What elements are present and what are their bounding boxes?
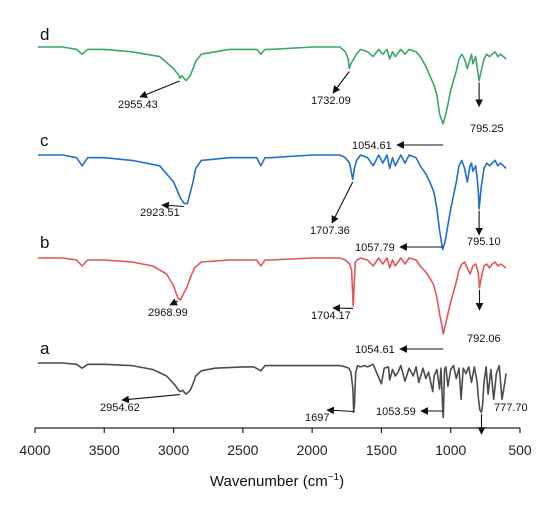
series-label-c: c bbox=[40, 131, 49, 150]
spectrum-d bbox=[37, 46, 507, 125]
annotation-arrow-a-0 bbox=[121, 394, 180, 404]
annotation-label-a-0: 2954.62 bbox=[100, 402, 140, 414]
spectrum-a bbox=[37, 362, 507, 419]
annotation-arrow-c-8 bbox=[161, 201, 185, 210]
annotation-label-c-8: 2923.51 bbox=[140, 207, 180, 219]
x-tick-label-2000: 2000 bbox=[297, 442, 328, 458]
x-axis-title-main: Wavenumber (cm bbox=[210, 473, 328, 490]
annotation-arrows bbox=[121, 71, 486, 435]
spectra-group bbox=[37, 46, 507, 419]
annotation-label-b-5: 1704.17 bbox=[311, 310, 351, 322]
annotation-label-a-3: 777.70 bbox=[494, 402, 528, 414]
spectrum-b bbox=[37, 257, 507, 335]
x-tick-label-500: 500 bbox=[508, 442, 532, 458]
x-tick-label-3000: 3000 bbox=[158, 442, 189, 458]
annotation-label-b-6: 1054.61 bbox=[355, 344, 395, 356]
annotation-label-c-10: 1057.79 bbox=[355, 242, 395, 254]
x-tick-label-3500: 3500 bbox=[89, 442, 120, 458]
annotation-label-b-4: 2968.99 bbox=[148, 307, 188, 319]
x-axis-title-close: ) bbox=[339, 473, 344, 490]
x-axis-title: Wavenumber (cm−1) bbox=[210, 472, 344, 490]
annotation-arrow-d-13 bbox=[332, 71, 350, 94]
x-tick-label-4000: 4000 bbox=[19, 442, 50, 458]
annotation-label-c-11: 795.10 bbox=[467, 236, 501, 248]
annotation-label-d-15: 795.25 bbox=[470, 123, 504, 135]
series-letters: a b c d bbox=[40, 25, 50, 358]
annotation-label-a-2: 1053.59 bbox=[376, 406, 416, 418]
series-label-b: b bbox=[40, 233, 49, 252]
series-label-a: a bbox=[40, 339, 50, 358]
annotation-arrow-a-1 bbox=[326, 406, 355, 415]
annotation-label-b-7: 792.06 bbox=[467, 333, 501, 345]
annotation-labels: 2954.62 1697 1053.59 777.70 2968.99 1704.17 10… bbox=[100, 95, 528, 424]
annotation-label-c-9: 1707.36 bbox=[310, 225, 350, 237]
spectrum-c bbox=[37, 154, 507, 251]
annotation-label-a-1: 1697 bbox=[305, 412, 329, 424]
x-tick-label-2500: 2500 bbox=[227, 442, 258, 458]
series-label-d: d bbox=[40, 25, 49, 44]
x-tick-label-1500: 1500 bbox=[366, 442, 397, 458]
annotation-arrow-d-12 bbox=[139, 80, 180, 98]
annotation-arrow-b-4 bbox=[169, 298, 179, 306]
annotation-label-d-12: 2955.43 bbox=[118, 99, 158, 111]
x-axis-title-sup: −1 bbox=[328, 472, 340, 483]
annotation-label-d-14: 1054.61 bbox=[352, 140, 392, 152]
x-axis-ticks: 4000 3500 3000 2500 2000 1500 1000 500 bbox=[19, 428, 532, 458]
annotation-label-d-13: 1732.09 bbox=[311, 95, 351, 107]
annotation-arrow-c-9 bbox=[331, 181, 354, 224]
x-axis: 4000 3500 3000 2500 2000 1500 1000 500 bbox=[19, 427, 532, 458]
x-tick-label-1000: 1000 bbox=[435, 442, 466, 458]
